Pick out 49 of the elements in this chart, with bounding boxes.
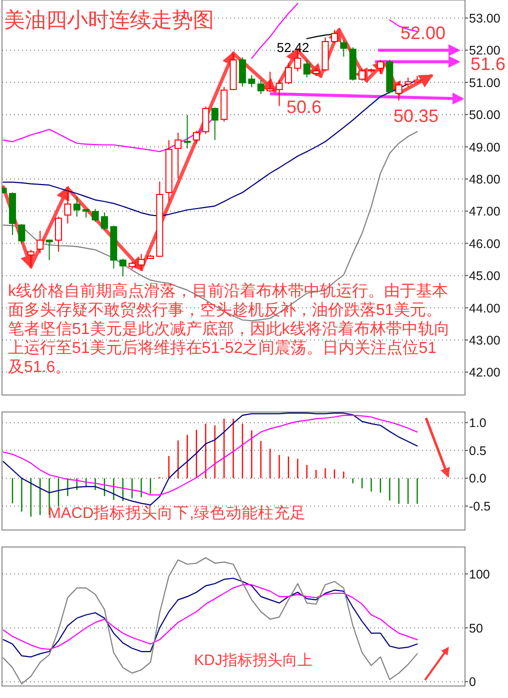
candlestick	[27, 249, 34, 268]
candlestick	[100, 212, 108, 230]
annotation: 52.00	[400, 23, 446, 43]
y-tick-label: 50	[469, 621, 483, 636]
candlestick	[54, 216, 62, 252]
y-tick-label: -0.5	[469, 500, 491, 514]
annotation: 50.35	[393, 106, 439, 126]
candlestick	[404, 77, 412, 88]
candlestick	[340, 40, 348, 58]
y-tick-label: 47.00	[469, 204, 500, 219]
annotation: KDJ指标拐头向上	[194, 652, 312, 669]
annotation: MACD指标拐头向下,绿色动能柱充足	[48, 504, 306, 522]
y-tick-label: 49.00	[469, 140, 500, 154]
y-tick-label: 51.00	[469, 76, 500, 90]
candlestick	[303, 59, 310, 78]
candlestick	[248, 74, 256, 88]
y-tick-label: 53.00	[469, 12, 500, 26]
candlestick	[395, 82, 402, 102]
candlestick	[36, 230, 44, 254]
y-tick-label: 42.00	[469, 366, 500, 380]
y-tick-label: 46.00	[469, 236, 500, 251]
y-tick-label: 48.00	[469, 172, 500, 186]
y-tick-label: 0.0	[469, 472, 486, 486]
candlestick	[276, 80, 283, 106]
candlestick	[92, 208, 99, 222]
candlestick	[119, 258, 126, 278]
y-tick-label: 43.00	[469, 333, 500, 348]
y-tick-label: 45.00	[469, 269, 500, 284]
candlestick	[330, 29, 338, 44]
y-tick-label: 0.5	[469, 444, 486, 458]
candlestick	[257, 80, 264, 94]
y-tick-label: 44.00	[469, 301, 500, 316]
candlestick	[358, 68, 366, 81]
candlestick	[73, 196, 80, 218]
y-tick-label: 0	[469, 675, 476, 690]
y-tick-label: 50.00	[469, 108, 500, 122]
annotation: 50.6	[286, 97, 322, 117]
annotation: 52.42	[276, 40, 310, 55]
candlestick	[46, 239, 53, 261]
candlestick	[266, 71, 274, 93]
candlestick	[284, 62, 292, 85]
candlestick	[18, 224, 26, 244]
candlestick	[64, 188, 72, 224]
candlestick	[238, 56, 246, 88]
candlestick	[376, 59, 384, 75]
line-series	[2, 584, 418, 650]
y-tick-label: 1.0	[469, 416, 486, 430]
chart-title: 美油四小时连续走势图	[4, 9, 214, 32]
y-tick-label: 100	[469, 567, 490, 582]
